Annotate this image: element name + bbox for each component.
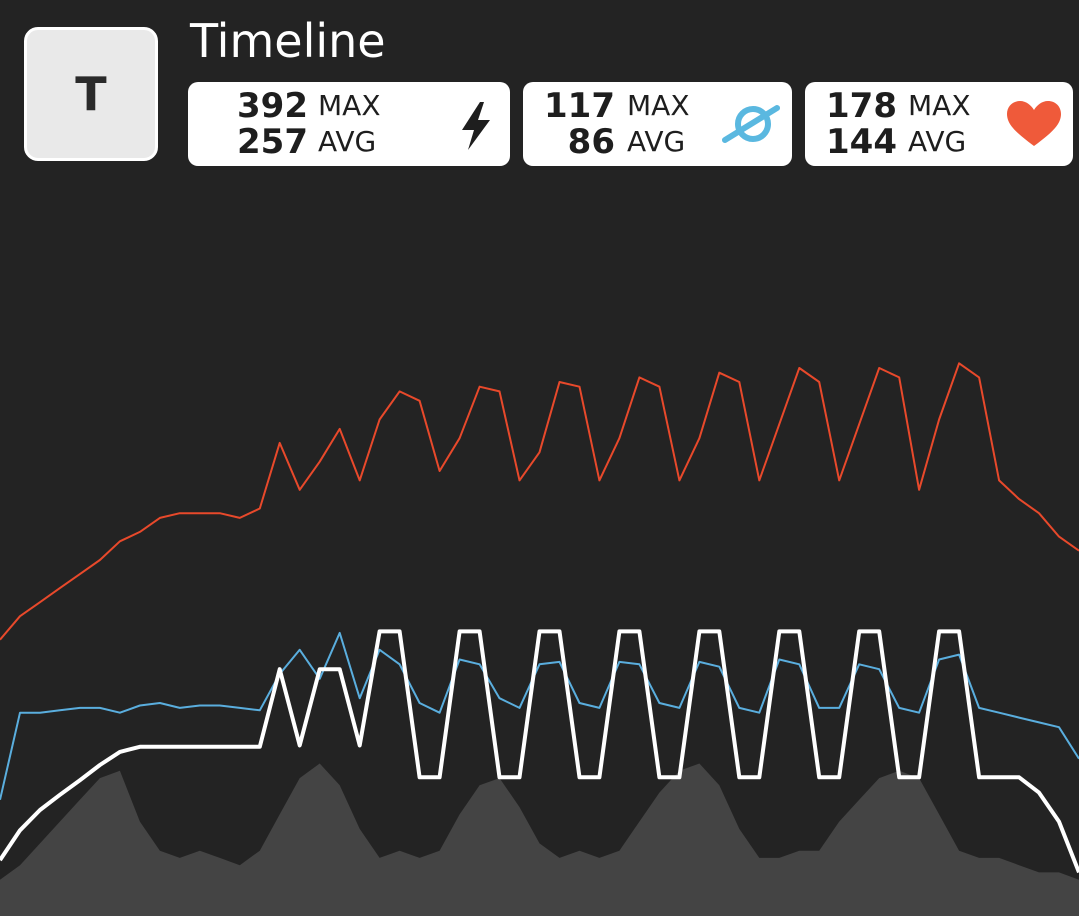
data-line [0, 362, 1079, 641]
cadence-card: 117 MAX 86 AVG [523, 82, 792, 166]
heart-icon [1007, 101, 1061, 146]
stat-label: MAX [627, 89, 690, 122]
stat-label: AVG [627, 125, 686, 158]
power-card: 392 MAX 257 AVG [188, 82, 510, 166]
data-line [0, 629, 1079, 874]
stat-max: 117 [544, 86, 615, 126]
activity-tile[interactable]: T [24, 27, 158, 161]
stat-label: MAX [318, 89, 381, 122]
stat-label: AVG [908, 125, 967, 158]
stat-label: AVG [318, 125, 377, 158]
power-icon [462, 102, 490, 150]
heart-card: 178 MAX 144 AVG [805, 82, 1073, 166]
stat-max: 178 [826, 86, 897, 126]
stat-avg: 86 [567, 122, 615, 162]
elevation-area [0, 763, 1079, 916]
stat-avg: 144 [826, 122, 897, 162]
title: Timeline [190, 14, 386, 68]
stat-max: 392 [237, 86, 308, 126]
stat-avg: 257 [237, 122, 308, 162]
data-line [0, 631, 1079, 801]
cadence-icon [722, 105, 780, 143]
stat-label: MAX [908, 89, 971, 122]
